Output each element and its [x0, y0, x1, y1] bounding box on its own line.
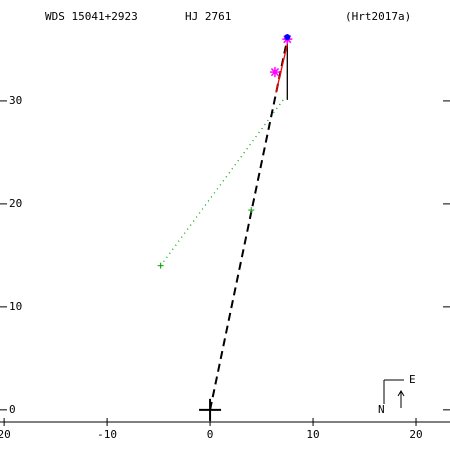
x-tick-label: 10 — [306, 428, 319, 441]
compass-east: E — [409, 373, 416, 386]
plus-point — [248, 207, 255, 214]
compass — [383, 379, 405, 408]
orbit-line — [209, 38, 289, 411]
x-tick-label: 0 — [207, 428, 214, 441]
y-tick-label: 0 — [9, 403, 16, 416]
compass-north: N — [378, 403, 385, 416]
y-tick-label: 20 — [9, 197, 22, 210]
y-tick-label: 10 — [9, 300, 22, 313]
wds-label: WDS 15041+2923 — [45, 10, 138, 23]
reference-label: (Hrt2017a) — [345, 10, 411, 23]
compass-arrow — [397, 390, 405, 397]
x-tick-label: 20 — [0, 428, 11, 441]
circle — [284, 34, 291, 41]
orbit-line — [275, 44, 288, 93]
y-tick-label: 30 — [9, 94, 22, 107]
cross-point — [199, 398, 222, 421]
star-ray — [270, 68, 280, 77]
plus-point — [157, 262, 164, 269]
star-point — [269, 67, 280, 78]
chart-title: HJ 2761 — [185, 10, 231, 23]
x-tick-label: -10 — [97, 428, 117, 441]
circle-point — [284, 34, 291, 41]
x-tick-label: 20 — [409, 428, 422, 441]
